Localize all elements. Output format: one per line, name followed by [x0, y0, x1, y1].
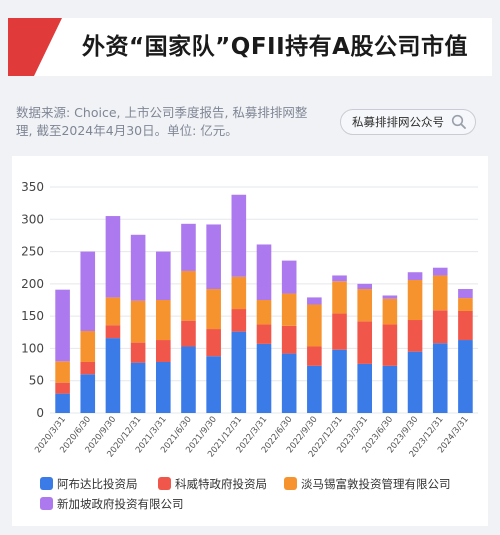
- bar-2022/12/31-series-0: [332, 349, 347, 413]
- legend-item-2: 淡马锡富敦投资管理有限公司: [284, 476, 451, 492]
- bar-2022/3/31-series-1: [256, 324, 272, 344]
- bar-2023/6/30-series-2: [382, 298, 398, 325]
- bar-2020/12/31-series-0: [130, 362, 146, 413]
- bar-2023/3/31-series-3: [357, 283, 373, 290]
- y-tick-label-300: 300: [21, 212, 44, 226]
- bar-2024/3/31-series-1: [458, 310, 473, 341]
- legend-label-1: 科威特政府投资局: [175, 477, 267, 491]
- legend-label-3: 新加坡政府投资有限公司: [57, 497, 184, 511]
- bar-2022/3/31-series-0: [256, 343, 272, 413]
- search-text: 私募排排网公众号: [352, 115, 444, 129]
- chart-card: 0 50 100 150 200 250 300 350 2020/3/31 2020/6/30 2…: [12, 156, 488, 526]
- bar-2020/9/30-series-1: [105, 325, 121, 339]
- page-title: 外资“国家队”QFII持有A股公司市值: [82, 34, 468, 60]
- y-tick-label-150: 150: [21, 309, 44, 323]
- bar-2022/3/31-series-3: [256, 244, 272, 300]
- legend-swatch-0: [40, 477, 53, 490]
- bar-2022/6/30-series-1: [281, 325, 297, 354]
- bar-2021/9/30-series-2: [206, 289, 221, 330]
- bar-2020/9/30-series-2: [105, 297, 121, 326]
- bar-2021/6/30-series-2: [181, 270, 196, 321]
- bar-2023/3/31-series-0: [357, 363, 373, 413]
- legend-swatch-3: [40, 497, 53, 510]
- bar-2022/12/31-series-3: [332, 275, 347, 282]
- legend-swatch-1: [158, 477, 171, 490]
- bar-2022/6/30-series-2: [281, 293, 297, 326]
- bar-2022/9/30-series-2: [307, 304, 322, 347]
- bar-2022/6/30-series-3: [281, 260, 297, 294]
- bar-2020/12/31-series-3: [130, 234, 146, 301]
- bar-2021/3/31-series-1: [155, 340, 171, 362]
- bar-2021/12/31-series-3: [231, 194, 247, 277]
- bar-2021/12/31-series-0: [231, 331, 247, 413]
- bar-2024/3/31-series-0: [458, 340, 473, 413]
- bar-2022/3/31-series-2: [256, 300, 272, 325]
- bar-2022/9/30-series-3: [307, 297, 322, 305]
- y-tick-label-200: 200: [21, 277, 44, 291]
- bar-2021/9/30-series-3: [206, 224, 221, 290]
- bar-2023/3/31-series-1: [357, 321, 373, 364]
- bar-2021/12/31-series-2: [231, 276, 247, 310]
- y-tick-label-350: 350: [21, 180, 44, 194]
- bar-2020/6/30-series-2: [80, 330, 96, 362]
- bar-2020/3/31-series-0: [55, 393, 70, 413]
- bar-2020/3/31-series-2: [55, 361, 70, 383]
- source-note: 数据来源: Choice, 上市公司季度报告, 私募排排网整理, 截至2024年…: [16, 105, 308, 138]
- bar-2021/6/30-series-0: [181, 346, 196, 413]
- bar-2021/9/30-series-1: [206, 329, 221, 357]
- bar-2021/3/31-series-2: [155, 300, 171, 341]
- bar-2023/12/31-series-2: [432, 275, 448, 311]
- y-tick-label-250: 250: [21, 245, 44, 259]
- title-background: [34, 18, 492, 76]
- bar-2020/6/30-series-3: [80, 251, 96, 331]
- bar-2024/3/31-series-3: [458, 289, 473, 299]
- bar-2023/9/30-series-2: [407, 279, 423, 321]
- bar-2020/12/31-series-2: [130, 300, 146, 343]
- bar-2022/9/30-series-1: [307, 346, 322, 366]
- search-box[interactable]: 私募排排网公众号: [340, 109, 476, 135]
- y-tick-label-100: 100: [21, 341, 44, 355]
- legend-item-1: 科威特政府投资局: [158, 476, 267, 492]
- bar-2023/9/30-series-0: [407, 351, 423, 413]
- legend-item-3: 新加坡政府投资有限公司: [40, 496, 184, 512]
- bar-2023/6/30-series-0: [382, 365, 398, 413]
- title-banner: 外资“国家队”QFII持有A股公司市值: [8, 18, 492, 76]
- bar-2020/3/31-series-1: [55, 382, 70, 394]
- bar-2020/6/30-series-0: [80, 374, 96, 413]
- bar-2022/12/31-series-1: [332, 313, 347, 350]
- legend-label-0: 阿布达比投资局: [57, 477, 138, 491]
- bar-2021/12/31-series-1: [231, 309, 247, 332]
- bar-2021/6/30-series-1: [181, 320, 196, 347]
- bar-2022/6/30-series-0: [281, 353, 297, 413]
- y-tick-label-0: 0: [36, 406, 44, 420]
- legend-item-0: 阿布达比投资局: [40, 476, 138, 492]
- bar-2021/6/30-series-3: [181, 223, 196, 271]
- legend-swatch-2: [284, 477, 297, 490]
- bar-2020/9/30-series-3: [105, 216, 121, 298]
- bar-2023/12/31-series-3: [432, 267, 448, 276]
- stacked-bar-chart: 0501001502002503003502020/3/312020/6/302…: [21, 180, 478, 459]
- bar-2020/6/30-series-1: [80, 361, 96, 375]
- bar-2020/9/30-series-0: [105, 338, 121, 413]
- bar-2022/12/31-series-2: [332, 281, 347, 314]
- bar-2023/3/31-series-2: [357, 289, 373, 322]
- bar-2024/3/31-series-2: [458, 298, 473, 311]
- bar-2021/3/31-series-0: [155, 361, 171, 413]
- bar-2022/9/30-series-0: [307, 365, 322, 413]
- bar-2023/12/31-series-1: [432, 310, 448, 344]
- bar-2023/9/30-series-3: [407, 272, 423, 280]
- search-icon[interactable]: [451, 114, 467, 130]
- bar-2021/9/30-series-0: [206, 356, 221, 413]
- bar-2023/12/31-series-0: [432, 343, 448, 413]
- bar-2023/6/30-series-1: [382, 324, 398, 366]
- legend-label-2: 淡马锡富敦投资管理有限公司: [301, 477, 451, 491]
- bar-2023/6/30-series-3: [382, 295, 398, 299]
- bar-2021/3/31-series-3: [155, 251, 171, 300]
- y-tick-label-50: 50: [29, 374, 44, 388]
- bar-2020/12/31-series-1: [130, 342, 146, 363]
- bar-2020/3/31-series-3: [55, 289, 70, 362]
- bar-2023/9/30-series-1: [407, 320, 423, 352]
